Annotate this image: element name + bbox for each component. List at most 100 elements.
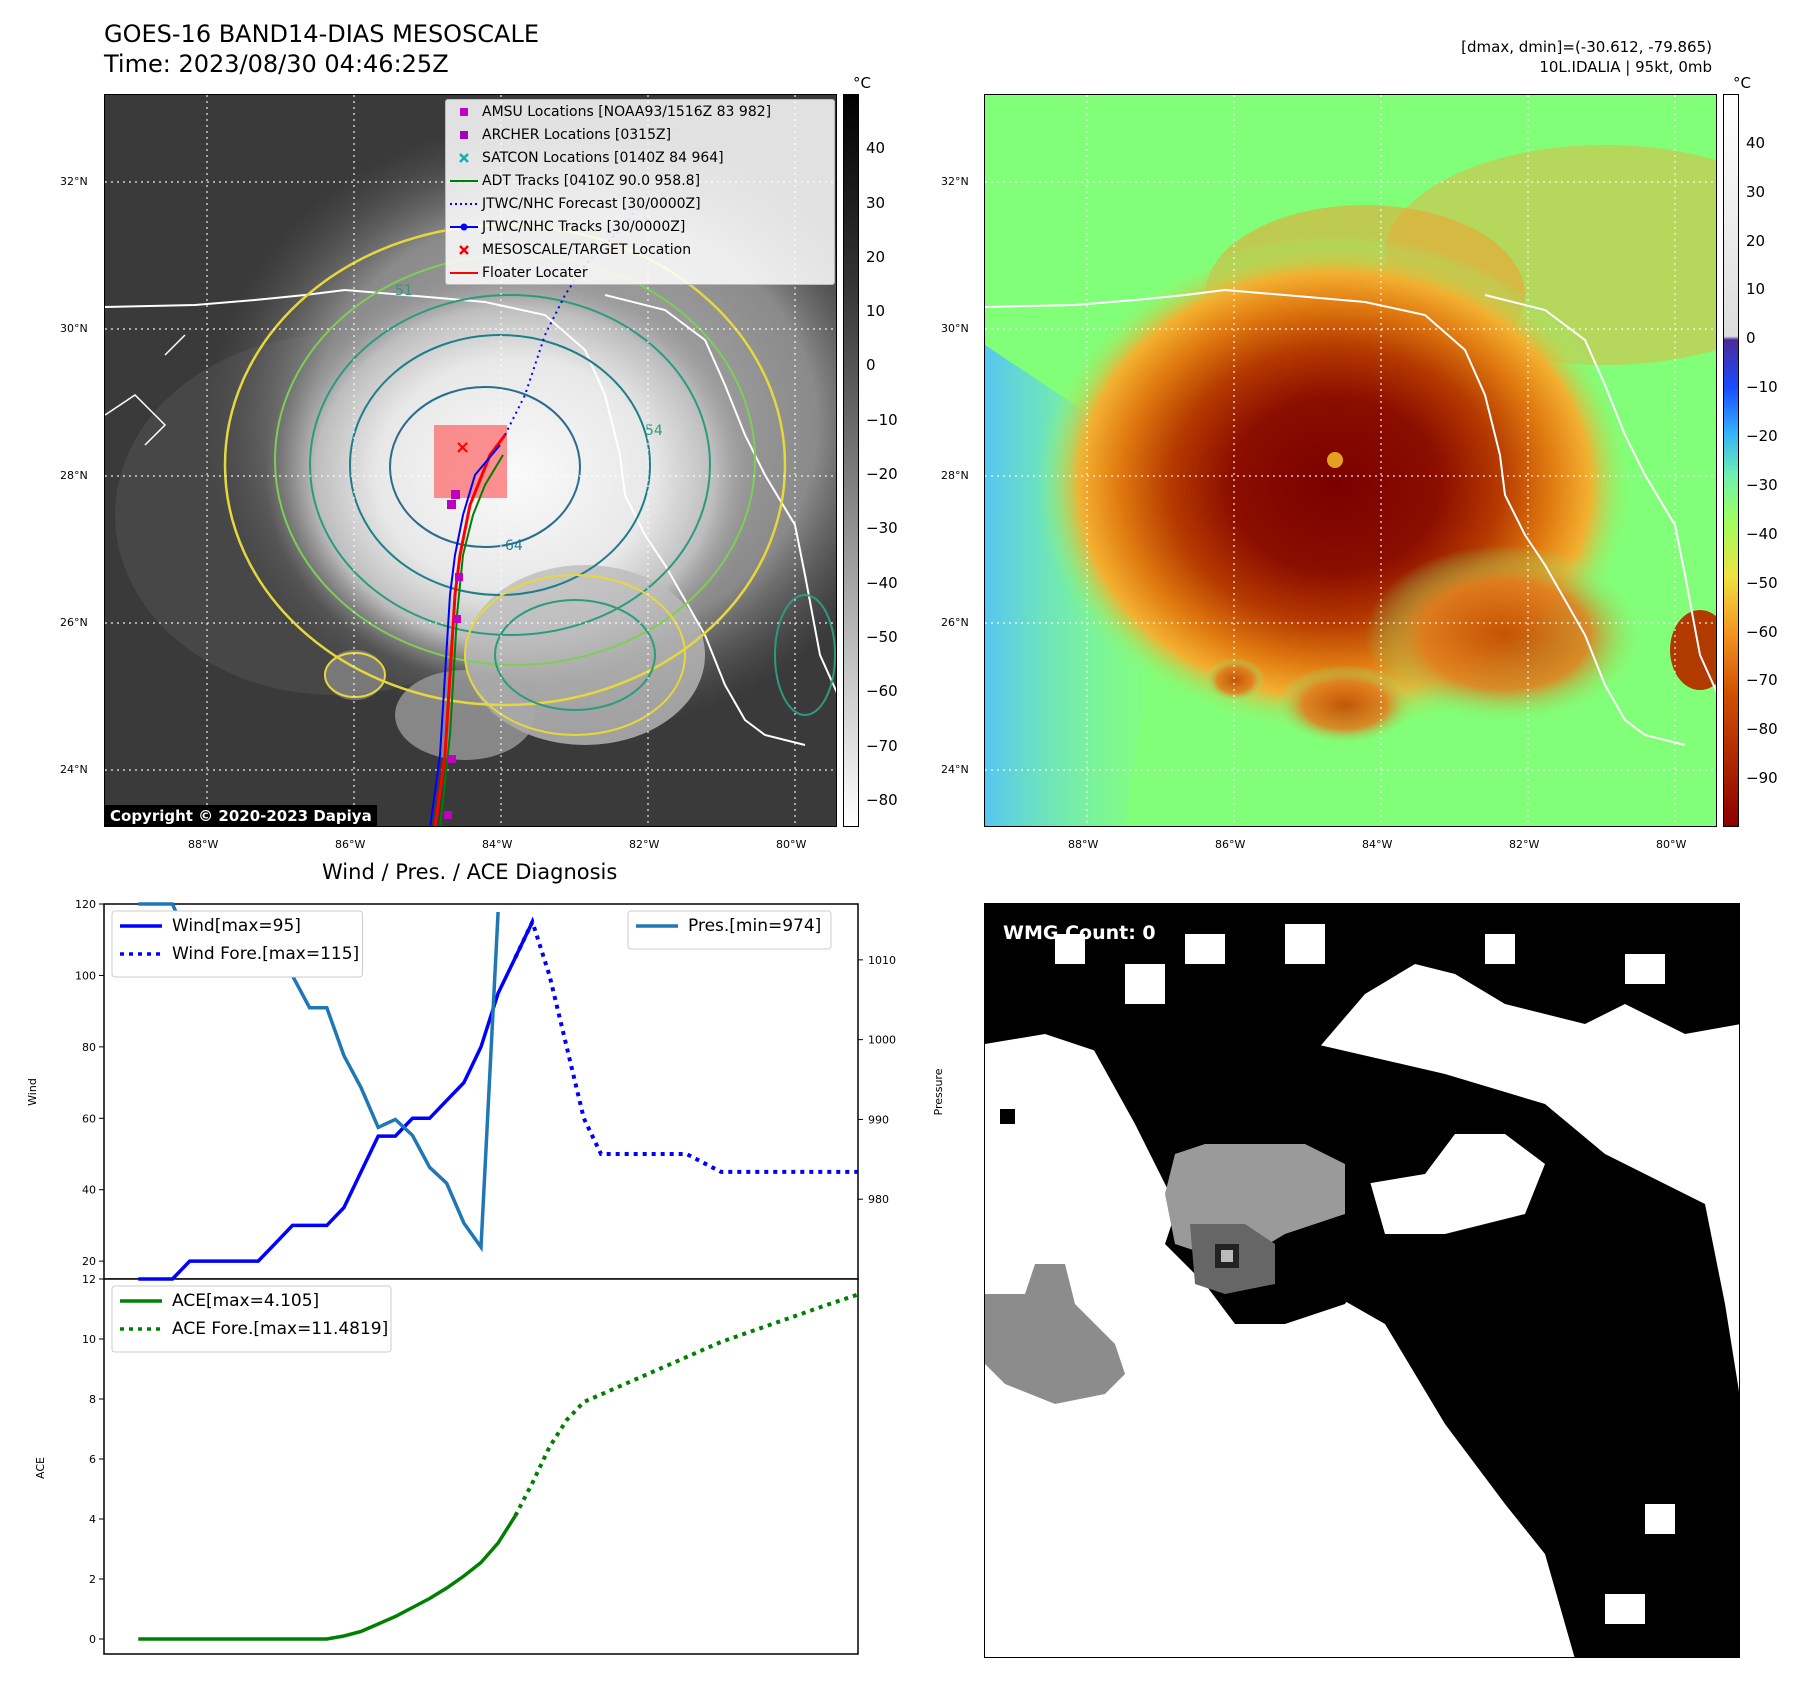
wind-y-tick-label: 60 (82, 1112, 96, 1125)
pressure-axis-label: Pressure (932, 1068, 945, 1115)
colorbar-tick: 0 (1746, 329, 1756, 348)
colorbar-tick: 0 (866, 356, 876, 375)
legend-label: JTWC/NHC Tracks [30/0000Z] (482, 218, 686, 235)
colorbar-tick: −40 (866, 573, 898, 592)
legend-label: MESOSCALE/TARGET Location (482, 241, 692, 258)
legend-symbol (446, 151, 482, 165)
gray-colorbar (843, 94, 859, 827)
ace-y-tick-label: 0 (89, 1633, 96, 1646)
legend-symbol (446, 197, 482, 211)
contour-label: 51 (395, 283, 413, 299)
color-colorbar-unit: °C (1733, 74, 1751, 92)
legend-label: JTWC/NHC Forecast [30/0000Z] (482, 195, 701, 212)
chart-legend-box (111, 910, 363, 978)
colorbar-tick: −70 (1746, 671, 1778, 690)
legend-label: AMSU Locations [NOAA93/1516Z 83 982] (482, 103, 772, 120)
ace-y-tick-label: 2 (89, 1573, 96, 1586)
colorbar-tick: 40 (866, 139, 886, 158)
chart-title: GOES-16 BAND14-DIAS MESOSCALE (104, 20, 540, 48)
ace-y-tick-label: 8 (89, 1393, 96, 1406)
pressure-y-tick-label: 1000 (868, 1034, 896, 1047)
colorbar-tick: 30 (866, 193, 886, 212)
colorbar-tick: −60 (1746, 622, 1778, 641)
colorbar-tick: −70 (866, 736, 898, 755)
legend-item: JTWC/NHC Tracks [30/0000Z] (446, 215, 834, 238)
wmg-count-label: WMG Count: 0 (1003, 922, 1156, 944)
pressure-y-tick-label: 990 (868, 1113, 889, 1126)
colorbar-tick: −90 (1746, 769, 1778, 788)
map-legend: AMSU Locations [NOAA93/1516Z 83 982] ARCH… (445, 99, 835, 285)
ace-y-tick-label: 6 (89, 1453, 96, 1466)
colorbar-tick: −10 (866, 410, 898, 429)
ace-y-tick-label: 10 (82, 1333, 96, 1346)
colorbar-tick: −20 (866, 465, 898, 484)
legend-symbol (446, 174, 482, 188)
ir-color-map-canvas (985, 95, 1716, 826)
legend-item: MESOSCALE/TARGET Location (446, 238, 834, 261)
colorbar-tick: −10 (1746, 378, 1778, 397)
ir-gray-map: 51 54 64 × AMSU Locations [NOAA93/1516Z … (104, 94, 837, 827)
colorbar-tick: 40 (1746, 133, 1766, 152)
ace-series-line (138, 1514, 517, 1641)
colorbar-tick: −30 (866, 519, 898, 538)
legend-label: SATCON Locations [0140Z 84 964] (482, 149, 724, 166)
legend-label: ARCHER Locations [0315Z] (482, 126, 672, 143)
wind-y-tick-label: 40 (82, 1184, 96, 1197)
legend-item: Floater Locater (446, 261, 834, 284)
wind-pressure-series-line (513, 916, 858, 1174)
colorbar-tick: 10 (1746, 280, 1766, 299)
chart-legend-label: ACE Fore.[max=11.4819] (172, 1319, 388, 1339)
storm-readout: 10L.IDALIA | 95kt, 0mb (1539, 58, 1712, 76)
legend-symbol (446, 243, 482, 257)
wmg-canvas (985, 904, 1739, 1657)
chart-legend-label: ACE[max=4.105] (172, 1291, 319, 1311)
dmax-dmin-readout: [dmax, dmin]=(-30.612, -79.865) (1461, 38, 1712, 56)
wind-y-tick-label: 80 (82, 1041, 96, 1054)
chart-legend-box (627, 910, 832, 950)
colorbar-tick: 10 (866, 302, 886, 321)
gray-colorbar-unit: °C (853, 74, 871, 92)
legend-item: ADT Tracks [0410Z 90.0 958.8] (446, 169, 834, 192)
legend-item: JTWC/NHC Forecast [30/0000Z] (446, 192, 834, 215)
contour-label: 64 (505, 538, 523, 554)
legend-symbol (446, 128, 482, 142)
pressure-y-tick-label: 1010 (868, 954, 896, 967)
chart-legend-label: Wind Fore.[max=115] (172, 944, 359, 964)
colorbar-tick: 30 (1746, 182, 1766, 201)
wind-axis-label: Wind (26, 1078, 39, 1106)
diagnosis-chart: 2040608010012098099010001010Wind[max=95]… (26, 898, 945, 1655)
wind-y-tick-label: 120 (75, 898, 96, 911)
adt-track (439, 454, 504, 826)
legend-symbol (446, 105, 482, 119)
colorbar-tick: −50 (1746, 573, 1778, 592)
wind-y-tick-label: 100 (75, 969, 96, 982)
legend-item: AMSU Locations [NOAA93/1516Z 83 982] (446, 100, 834, 123)
colorbar-tick: −80 (866, 790, 898, 809)
svg-text:×: × (455, 437, 470, 458)
colorbar-tick: −50 (866, 627, 898, 646)
legend-label: ADT Tracks [0410Z 90.0 958.8] (482, 172, 701, 189)
wind-pressure-series-line (138, 921, 534, 1281)
colorbar-tick: −40 (1746, 524, 1778, 543)
legend-item: SATCON Locations [0140Z 84 964] (446, 146, 834, 169)
wind-y-tick-label: 20 (82, 1255, 96, 1268)
colorbar-tick: −80 (1746, 720, 1778, 739)
ace-y-tick-label: 12 (82, 1273, 96, 1286)
copyright-label: Copyright © 2020-2023 Dapiya (105, 805, 377, 826)
colorbar-tick: −20 (1746, 427, 1778, 446)
colorbar-tick: 20 (866, 247, 886, 266)
color-colorbar (1723, 94, 1739, 827)
legend-symbol (446, 220, 482, 234)
legend-label: Floater Locater (482, 264, 588, 281)
best-track (429, 444, 501, 826)
wmg-panel: WMG Count: 0 (984, 903, 1740, 1658)
chart-legend-box (111, 1285, 392, 1353)
pressure-y-tick-label: 980 (868, 1193, 889, 1206)
legend-item: ARCHER Locations [0315Z] (446, 123, 834, 146)
colorbar-tick: −30 (1746, 475, 1778, 494)
legend-symbol (446, 266, 482, 280)
floater-box (434, 425, 507, 498)
ace-axis-label: ACE (34, 1457, 47, 1479)
ir-color-map (984, 94, 1717, 827)
chart-legend-label: Wind[max=95] (172, 916, 301, 936)
